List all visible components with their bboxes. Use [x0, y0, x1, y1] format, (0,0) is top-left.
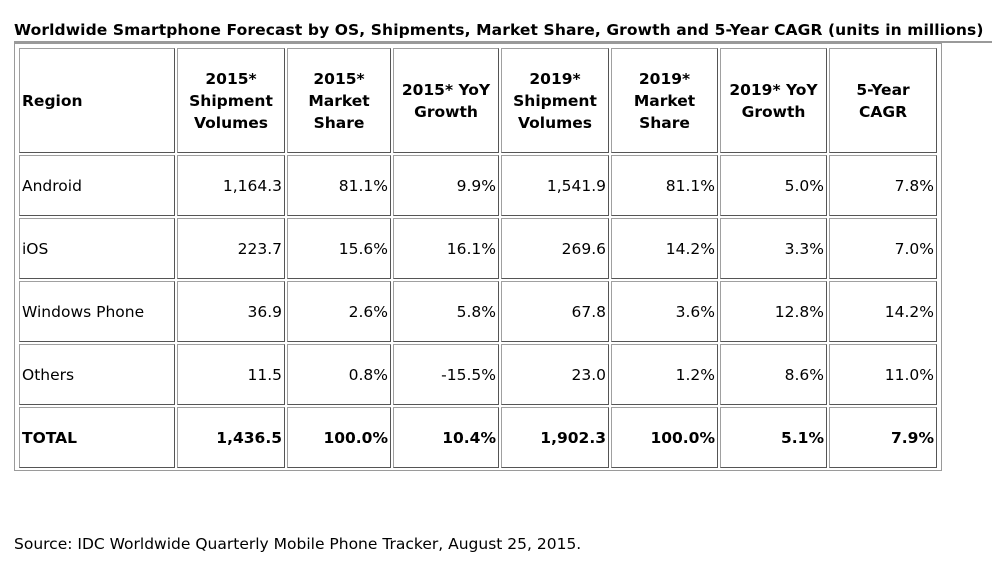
row-label: Others	[19, 344, 175, 405]
source-note: Source: IDC Worldwide Quarterly Mobile P…	[14, 535, 582, 553]
cell: 11.0%	[829, 344, 937, 405]
cell: 81.1%	[611, 155, 718, 216]
header-cagr: 5-Year CAGR	[829, 48, 937, 153]
table-row-windows-phone: Windows Phone 36.9 2.6% 5.8% 67.8 3.6% 1…	[19, 281, 937, 342]
forecast-table: Region 2015* Shipment Volumes 2015* Mark…	[17, 46, 939, 470]
cell: 11.5	[177, 344, 285, 405]
cell: 8.6%	[720, 344, 827, 405]
cell: 12.8%	[720, 281, 827, 342]
table-row-ios: iOS 223.7 15.6% 16.1% 269.6 14.2% 3.3% 7…	[19, 218, 937, 279]
cell: 1,164.3	[177, 155, 285, 216]
cell: 67.8	[501, 281, 609, 342]
cell: 269.6	[501, 218, 609, 279]
cell: 10.4%	[393, 407, 499, 468]
cell: 36.9	[177, 281, 285, 342]
cell: 14.2%	[829, 281, 937, 342]
header-2019-growth: 2019* YoY Growth	[720, 48, 827, 153]
cell: 3.3%	[720, 218, 827, 279]
cell: 3.6%	[611, 281, 718, 342]
cell: 2.6%	[287, 281, 391, 342]
cell: 81.1%	[287, 155, 391, 216]
header-2019-shipment: 2019* Shipment Volumes	[501, 48, 609, 153]
title-rule	[14, 41, 992, 43]
cell: 5.1%	[720, 407, 827, 468]
cell: 100.0%	[287, 407, 391, 468]
row-label: TOTAL	[19, 407, 175, 468]
table-row-android: Android 1,164.3 81.1% 9.9% 1,541.9 81.1%…	[19, 155, 937, 216]
cell: 16.1%	[393, 218, 499, 279]
row-label: iOS	[19, 218, 175, 279]
row-label: Android	[19, 155, 175, 216]
cell: -15.5%	[393, 344, 499, 405]
row-label: Windows Phone	[19, 281, 175, 342]
table-row-total: TOTAL 1,436.5 100.0% 10.4% 1,902.3 100.0…	[19, 407, 937, 468]
cell: 223.7	[177, 218, 285, 279]
cell: 100.0%	[611, 407, 718, 468]
header-2019-share: 2019* Market Share	[611, 48, 718, 153]
cell: 15.6%	[287, 218, 391, 279]
cell: 1,541.9	[501, 155, 609, 216]
cell: 23.0	[501, 344, 609, 405]
cell: 14.2%	[611, 218, 718, 279]
table-frame	[14, 43, 942, 471]
cell: 5.0%	[720, 155, 827, 216]
table-title: Worldwide Smartphone Forecast by OS, Shi…	[14, 21, 984, 39]
header-region: Region	[19, 48, 175, 153]
cell: 5.8%	[393, 281, 499, 342]
cell: 1,902.3	[501, 407, 609, 468]
cell: 1.2%	[611, 344, 718, 405]
header-row: Region 2015* Shipment Volumes 2015* Mark…	[19, 48, 937, 153]
cell: 9.9%	[393, 155, 499, 216]
table-row-others: Others 11.5 0.8% -15.5% 23.0 1.2% 8.6% 1…	[19, 344, 937, 405]
header-2015-growth: 2015* YoY Growth	[393, 48, 499, 153]
header-2015-shipment: 2015* Shipment Volumes	[177, 48, 285, 153]
cell: 1,436.5	[177, 407, 285, 468]
cell: 7.9%	[829, 407, 937, 468]
cell: 7.0%	[829, 218, 937, 279]
header-2015-share: 2015* Market Share	[287, 48, 391, 153]
cell: 0.8%	[287, 344, 391, 405]
cell: 7.8%	[829, 155, 937, 216]
